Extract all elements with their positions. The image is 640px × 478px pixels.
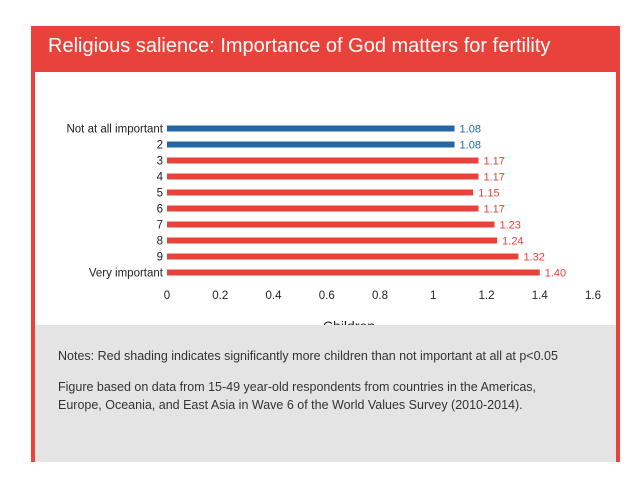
value-label: 1.40 (545, 268, 566, 280)
bar-1 (167, 125, 455, 132)
bar-6 (167, 205, 479, 212)
chart-title: Religious salience: Importance of God ma… (48, 35, 551, 57)
x-tick-label: 0.2 (212, 290, 228, 302)
chart-area: Not at all important 2 3 4 5 6 7 8 9 Very importa… (35, 72, 616, 355)
value-label: 1.17 (484, 172, 505, 184)
bar-3 (167, 157, 479, 164)
category-label: Very important (89, 268, 164, 280)
category-label: 7 (157, 220, 163, 232)
bar-2 (167, 141, 455, 148)
value-label: 1.32 (523, 252, 544, 264)
bar-7 (167, 221, 495, 228)
bar-4 (167, 173, 479, 180)
x-tick-label: 0 (164, 290, 170, 302)
title-bar: Religious salience: Importance of God ma… (35, 26, 616, 72)
x-tick-label: 0.4 (266, 290, 283, 302)
notes-source-line-2: Europe, Oceania, and East Asia in Wave 6… (58, 398, 523, 412)
category-label: 2 (157, 140, 163, 152)
x-tick-label: 1.2 (479, 290, 495, 302)
category-label: 9 (157, 252, 163, 264)
category-label: Not at all important (66, 124, 163, 136)
category-label: 8 (157, 236, 163, 248)
notes-panel: Notes: Red shading indicates significant… (35, 325, 616, 462)
notes-significance: Notes: Red shading indicates significant… (58, 349, 558, 363)
value-label: 1.08 (460, 124, 481, 136)
category-label: 3 (157, 156, 163, 168)
bar-5 (167, 189, 474, 196)
value-label: 1.15 (478, 188, 499, 200)
value-label: 1.17 (484, 204, 505, 216)
category-label: 6 (157, 204, 163, 216)
figure-card: Religious salience: Importance of God ma… (31, 26, 620, 462)
x-tick-label: 0.8 (372, 290, 388, 302)
x-tick-label: 0.6 (319, 290, 335, 302)
value-labels-group: 1.081.081.171.171.151.171.231.241.321.40 (460, 124, 567, 280)
category-labels-group: Not at all important 2 3 4 5 6 7 8 9 Very importa… (66, 124, 163, 280)
notes-source-line-1: Figure based on data from 15-49 year-old… (58, 380, 537, 394)
category-label: 4 (157, 172, 164, 184)
value-label: 1.24 (502, 236, 523, 248)
bar-10 (167, 269, 540, 276)
bar-chart: Not at all important 2 3 4 5 6 7 8 9 Very importa… (66, 124, 601, 335)
category-label: 5 (157, 188, 163, 200)
value-label: 1.08 (460, 140, 481, 152)
bar-8 (167, 237, 498, 244)
x-tick-labels-group: 0 0.2 0.4 0.6 0.8 1 1.2 1.4 1.6 (164, 290, 601, 302)
bar-9 (167, 253, 519, 260)
bars-group (167, 125, 540, 276)
x-tick-label: 1 (430, 290, 436, 302)
value-label: 1.17 (484, 156, 505, 168)
value-label: 1.23 (499, 220, 520, 232)
x-tick-label: 1.6 (585, 290, 601, 302)
x-tick-label: 1.4 (532, 290, 549, 302)
